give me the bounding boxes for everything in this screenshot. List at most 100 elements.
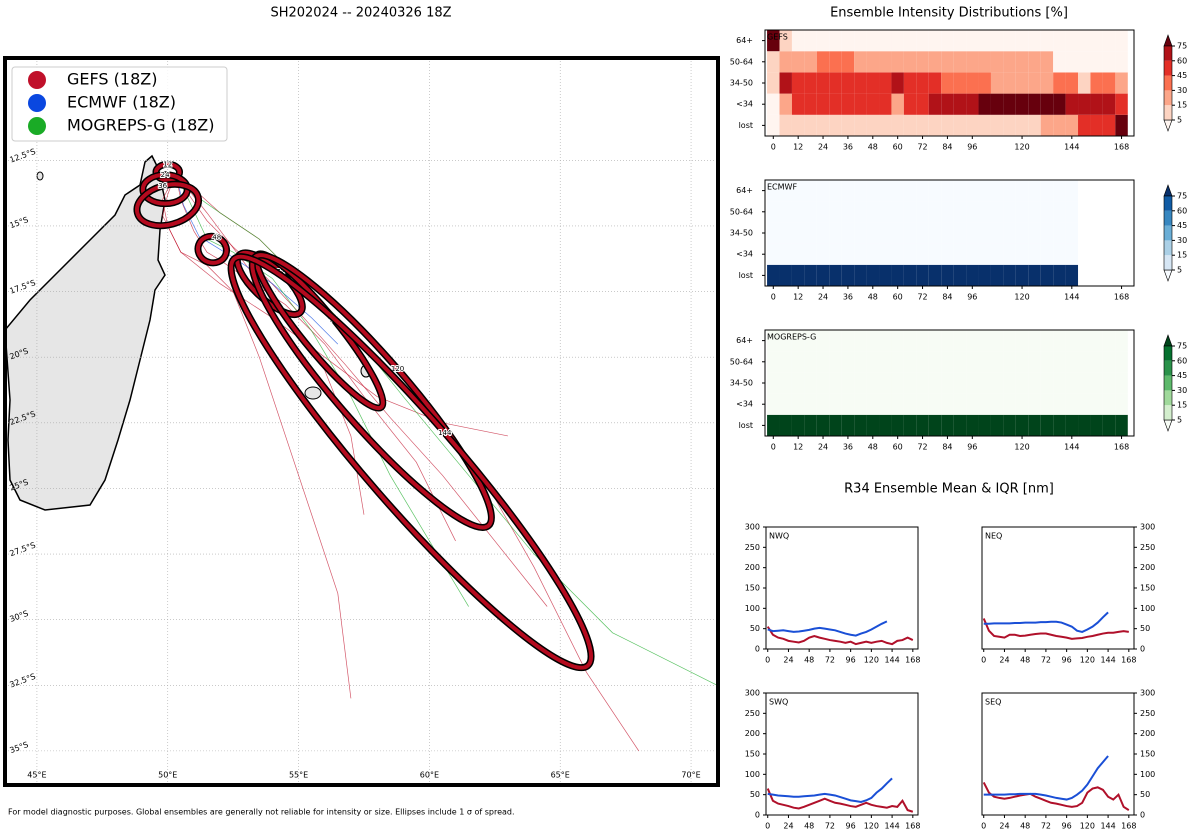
- y-tick-label: <34: [736, 100, 753, 109]
- heat-cell: [903, 93, 917, 115]
- heat-cell: [804, 243, 817, 265]
- x-tick-label: 168: [1114, 293, 1129, 302]
- heat-cell: [1003, 51, 1016, 73]
- x-tick-label: 65°E: [551, 771, 570, 780]
- x-tick-label: 144: [1100, 822, 1115, 831]
- spread-ellipse: [153, 162, 182, 183]
- heat-cell: [854, 372, 867, 394]
- heat-cell: [978, 114, 991, 136]
- heat-cell: [1078, 372, 1091, 394]
- heat-cell: [866, 222, 880, 244]
- spread-ellipse: [229, 254, 594, 670]
- heat-cell: [916, 330, 929, 352]
- y-tick-label: 100: [1140, 604, 1155, 613]
- heat-cell: [1040, 180, 1054, 202]
- heat-cell: [928, 393, 942, 415]
- heat-cell: [1102, 414, 1116, 436]
- x-tick-label: 48: [1020, 822, 1030, 831]
- colorbar-segment: [1164, 90, 1172, 106]
- heat-cell: [804, 72, 817, 94]
- heat-cell: [953, 72, 967, 94]
- heat-cell: [978, 393, 991, 415]
- heat-cell: [779, 201, 792, 223]
- heat-cell: [903, 330, 917, 352]
- heat-cell: [879, 351, 892, 373]
- heat-cell: [903, 243, 917, 265]
- y-tick-label: 300: [1140, 523, 1155, 532]
- heat-cell: [903, 393, 917, 415]
- heat-cell: [1040, 351, 1054, 373]
- heat-cell: [928, 30, 942, 52]
- heat-cell: [891, 243, 904, 265]
- heat-cell: [966, 351, 979, 373]
- heat-cell: [816, 201, 830, 223]
- colorbar-tick-label: 60: [1177, 356, 1187, 365]
- legend-marker: [28, 117, 46, 135]
- ellipse-hour-label: 120: [391, 365, 404, 373]
- heat-cell: [1053, 93, 1066, 115]
- y-tick-label: 50-64: [730, 57, 753, 66]
- heat-cell: [767, 264, 780, 286]
- heat-cell: [804, 93, 817, 115]
- x-tick-label: 24: [783, 656, 793, 665]
- heat-cell: [841, 201, 855, 223]
- x-tick-label: 168: [905, 822, 920, 831]
- colorbar-tick-label: 75: [1177, 342, 1187, 351]
- x-tick-label: 24: [999, 656, 1009, 665]
- legend-marker: [28, 71, 46, 89]
- heat-cell: [903, 30, 917, 52]
- heat-cell: [1053, 330, 1066, 352]
- heat-cell: [1040, 372, 1054, 394]
- heat-cell: [779, 393, 792, 415]
- heat-cell: [879, 93, 892, 115]
- heat-cell: [791, 264, 805, 286]
- heat-cell: [903, 351, 917, 373]
- heat-cell: [1003, 393, 1016, 415]
- heat-cell: [804, 393, 817, 415]
- y-tick-label: 200: [1140, 729, 1155, 738]
- x-tick-label: 48: [1020, 656, 1030, 665]
- heat-cell: [903, 201, 917, 223]
- heat-cell: [791, 72, 805, 94]
- heat-cell: [1028, 222, 1041, 244]
- heat-cell: [891, 393, 904, 415]
- y-tick-label: 150: [1140, 584, 1155, 593]
- heat-cell: [1003, 93, 1016, 115]
- heat-cell: [978, 372, 991, 394]
- heat-cell: [1102, 72, 1116, 94]
- heat-cell: [866, 201, 880, 223]
- heat-cell: [1053, 51, 1066, 73]
- y-tick-label: 300: [745, 523, 760, 532]
- heat-cell: [1040, 243, 1054, 265]
- heat-cell: [990, 180, 1004, 202]
- y-tick-label: 34-50: [730, 379, 753, 388]
- x-tick-label: 72: [1041, 656, 1051, 665]
- heat-cell: [866, 30, 880, 52]
- heat-cell: [941, 180, 954, 202]
- heat-cell: [829, 330, 842, 352]
- x-tick-label: 0: [771, 293, 776, 302]
- heat-cell: [841, 351, 855, 373]
- heat-cell: [1115, 114, 1128, 136]
- heat-cell: [928, 51, 942, 73]
- spread-ellipse-outline: [248, 251, 495, 531]
- heat-cell: [791, 180, 805, 202]
- heat-cell: [903, 222, 917, 244]
- x-tick-label: 60: [893, 293, 903, 302]
- heat-cell: [903, 180, 917, 202]
- heat-cell: [928, 414, 942, 436]
- heat-cell: [1090, 372, 1103, 394]
- heat-cell: [841, 372, 855, 394]
- heat-cell: [1028, 351, 1041, 373]
- y-tick-label: 0: [1140, 645, 1145, 654]
- x-tick-label: 36: [843, 293, 853, 302]
- colorbar-extend: [1163, 419, 1173, 432]
- colorbar-tick-label: 30: [1177, 236, 1187, 245]
- x-tick-label: 168: [1114, 443, 1129, 452]
- heatmap-title: Ensemble Intensity Distributions [%]: [830, 6, 1068, 21]
- map-title: SH202024 -- 20240326 18Z: [270, 6, 451, 21]
- heat-cell: [1090, 72, 1103, 94]
- heat-cell: [941, 372, 954, 394]
- heat-cell: [916, 372, 929, 394]
- heat-cell: [866, 243, 880, 265]
